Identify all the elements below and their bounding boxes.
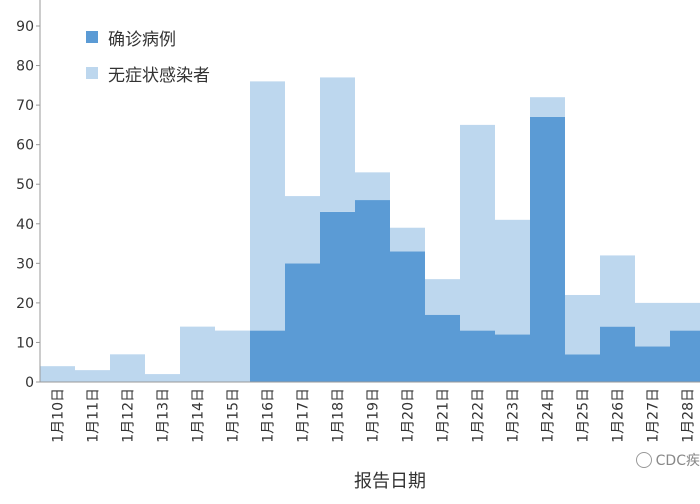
- bar-asymptomatic-2: [75, 370, 110, 382]
- bar-asymptomatic-3: [110, 354, 145, 382]
- y-tick-label-80: 80: [16, 59, 34, 75]
- y-tick-label-50: 50: [16, 177, 34, 193]
- y-tick-label-20: 20: [16, 296, 34, 312]
- bar-confirmed-8: [285, 263, 320, 382]
- y-tick-label-30: 30: [16, 256, 34, 272]
- x-tick-label-17: 1月26日: [611, 388, 627, 443]
- x-tick-label-19: 1月28日: [681, 388, 697, 443]
- bar-asymptomatic-14: [495, 219, 530, 335]
- bar-asymptomatic-16: [565, 294, 600, 355]
- legend-item-confirmed: 确诊病例: [86, 24, 210, 50]
- x-tick-label-10: 1月19日: [366, 388, 382, 443]
- y-tick-label-0: 0: [25, 375, 34, 391]
- bar-asymptomatic-13: [460, 124, 495, 331]
- bar-asymptomatic-15: [530, 97, 565, 117]
- x-tick-label-11: 1月20日: [401, 388, 417, 443]
- y-tick-label-40: 40: [16, 217, 34, 233]
- x-tick-label-6: 1月15日: [226, 388, 242, 443]
- x-tick-label-9: 1月18日: [331, 388, 347, 443]
- bar-asymptomatic-9: [320, 77, 355, 212]
- x-tick-label-3: 1月12日: [121, 388, 137, 443]
- legend-item-asymptomatic: 无症状感染者: [86, 60, 210, 86]
- bar-confirmed-18: [635, 346, 670, 382]
- wechat-icon: [635, 452, 652, 468]
- x-tick-label-15: 1月24日: [541, 388, 557, 443]
- x-axis-title: 报告日期: [354, 471, 426, 492]
- bar-asymptomatic-12: [425, 279, 460, 315]
- legend-swatch-confirmed: [86, 31, 98, 43]
- bar-confirmed-14: [495, 334, 530, 382]
- legend-label-confirmed: 确诊病例: [108, 29, 176, 50]
- watermark-text: CDC疾: [655, 453, 700, 469]
- x-tick-label-7: 1月16日: [261, 388, 277, 443]
- bar-asymptomatic-6: [215, 330, 250, 382]
- bar-asymptomatic-5: [180, 326, 215, 382]
- bar-asymptomatic-8: [285, 196, 320, 264]
- x-tick-label-1: 1月10日: [51, 388, 67, 443]
- legend-label-asymptomatic: 无症状感染者: [108, 65, 210, 86]
- y-tick-label-60: 60: [16, 138, 34, 154]
- bar-confirmed-11: [390, 251, 425, 382]
- bar-asymptomatic-7: [250, 81, 285, 331]
- bar-confirmed-13: [460, 330, 495, 382]
- bar-confirmed-17: [600, 326, 635, 382]
- y-tick-label-10: 10: [16, 335, 34, 351]
- legend: 确诊病例 无症状感染者: [86, 24, 210, 96]
- x-tick-label-8: 1月17日: [296, 388, 312, 443]
- x-tick-label-2: 1月11日: [86, 388, 102, 443]
- x-tick-label-16: 1月25日: [576, 388, 592, 443]
- x-tick-label-5: 1月14日: [191, 388, 207, 443]
- bar-confirmed-10: [355, 200, 390, 382]
- bar-confirmed-9: [320, 211, 355, 382]
- legend-swatch-asymptomatic: [86, 67, 98, 79]
- bar-asymptomatic-10: [355, 172, 390, 201]
- bar-confirmed-12: [425, 314, 460, 382]
- bar-confirmed-15: [530, 116, 565, 382]
- x-tick-label-13: 1月22日: [471, 388, 487, 443]
- x-tick-label-14: 1月23日: [506, 388, 522, 443]
- bar-confirmed-19: [670, 330, 700, 382]
- x-tick-label-4: 1月13日: [156, 388, 172, 443]
- bar-asymptomatic-18: [635, 302, 670, 347]
- watermark: CDC疾: [635, 450, 700, 470]
- bar-confirmed-7: [250, 330, 285, 382]
- y-tick-label-90: 90: [16, 19, 34, 35]
- bar-asymptomatic-17: [600, 255, 635, 327]
- y-tick-label-70: 70: [16, 98, 34, 114]
- x-tick-label-18: 1月27日: [646, 388, 662, 443]
- bar-asymptomatic-1: [40, 366, 75, 382]
- bar-asymptomatic-19: [670, 302, 700, 331]
- x-tick-label-12: 1月21日: [436, 388, 452, 443]
- bar-confirmed-16: [565, 354, 600, 382]
- bar-asymptomatic-4: [145, 374, 180, 382]
- bar-asymptomatic-11: [390, 227, 425, 252]
